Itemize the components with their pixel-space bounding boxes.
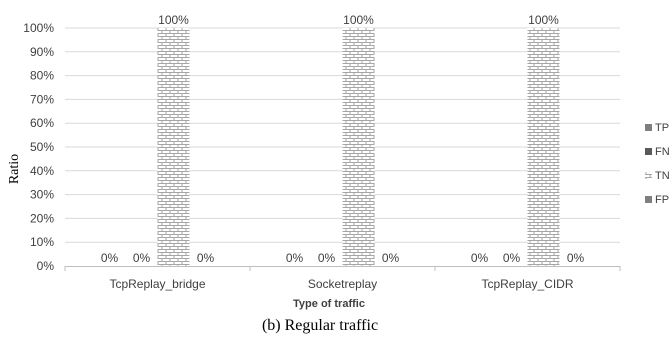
figure-caption: (b) Regular traffic — [262, 317, 378, 334]
category-label: Socketreplay — [308, 277, 377, 291]
data-label: 0% — [382, 251, 400, 265]
y-tick-labels: 0% 10% 20% 30% 40% 50% 60% 70% 80% 90% 100% — [23, 21, 54, 273]
category-labels: TcpReplay_bridge Socketreplay TcpReplay_CI… — [109, 277, 573, 291]
x-axis — [64, 266, 621, 271]
data-label: 0% — [197, 251, 215, 265]
y-tick-label: 0% — [37, 259, 55, 273]
data-label: 0% — [101, 251, 119, 265]
legend-label: FN — [655, 146, 670, 158]
bar-tn — [157, 28, 190, 266]
legend-label: TP — [655, 122, 669, 134]
y-tick-label: 10% — [30, 235, 54, 249]
legend-label: TN — [655, 170, 670, 182]
bar-tn — [342, 28, 375, 266]
legend-swatch-fp — [645, 196, 652, 203]
category-label: TcpReplay_bridge — [109, 277, 205, 291]
data-label: 100% — [158, 13, 189, 27]
legend-swatch-fn — [645, 148, 652, 155]
data-label: 0% — [286, 251, 304, 265]
bars — [157, 28, 560, 266]
legend-swatch-tn — [645, 172, 652, 179]
y-tick-label: 20% — [30, 211, 54, 225]
y-tick-label: 40% — [30, 164, 54, 178]
data-labels: 0% 0% 100% 0% 0% 0% 100% 0% 0% 0% 100% 0% — [101, 13, 585, 265]
data-label: 0% — [567, 251, 585, 265]
data-label: 0% — [133, 251, 151, 265]
y-tick-label: 80% — [30, 69, 54, 83]
y-tick-label: 60% — [30, 116, 54, 130]
x-axis-title: Type of traffic — [293, 298, 365, 310]
category-label: TcpReplay_CIDR — [481, 277, 573, 291]
y-tick-label: 50% — [30, 140, 54, 154]
y-axis-title: Ratio — [7, 154, 22, 184]
data-label: 100% — [343, 13, 374, 27]
data-label: 100% — [528, 13, 559, 27]
legend: TP FN TN FP — [645, 122, 670, 206]
y-tick-label: 30% — [30, 188, 54, 202]
y-tick-label: 100% — [23, 21, 54, 35]
bar-tn — [527, 28, 560, 266]
y-tick-label: 70% — [30, 92, 54, 106]
legend-label: FP — [655, 194, 669, 206]
data-label: 0% — [318, 251, 336, 265]
data-label: 0% — [503, 251, 521, 265]
y-tick-label: 90% — [30, 45, 54, 59]
data-label: 0% — [471, 251, 489, 265]
legend-swatch-tp — [645, 124, 652, 131]
